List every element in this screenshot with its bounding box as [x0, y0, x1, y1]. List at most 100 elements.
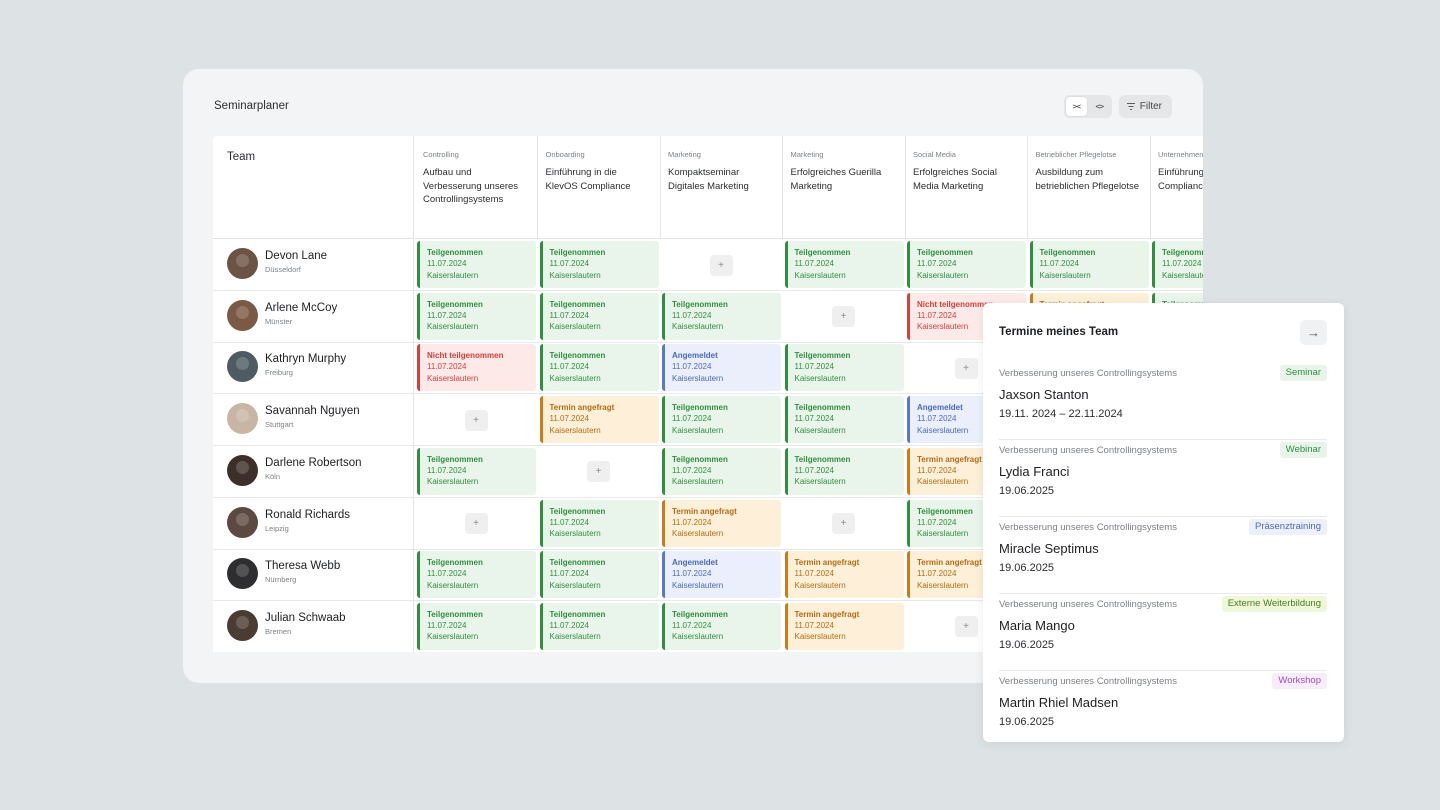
team-member[interactable]: Devon Lane Düsseldorf — [213, 239, 414, 290]
status-date: 11.07.2024 — [672, 465, 712, 475]
appointment-course: Verbesserung unseres Controllingsystems — [999, 368, 1177, 379]
avatar — [227, 506, 258, 538]
status-date: 11.07.2024 — [549, 620, 589, 630]
appointment-item[interactable]: Verbesserung unseres Controllingsystems W… — [999, 440, 1327, 517]
status-location: Kaiserslautern — [917, 529, 969, 538]
column-header[interactable]: Marketing Kompaktseminar Digitales Market… — [660, 136, 783, 239]
status-label: Teilgenommen — [794, 248, 851, 257]
status-label: Termin angefragt — [917, 454, 982, 464]
member-name: Savannah Nguyen — [265, 405, 360, 418]
status-location: Kaiserslautern — [794, 373, 846, 383]
team-member[interactable]: Arlene McCoy Münster — [213, 290, 414, 342]
status-badge[interactable]: Angemeldet 11.07.2024 Kaiserslautern — [662, 344, 781, 392]
team-member[interactable]: Theresa Webb Nürnberg — [213, 549, 414, 601]
status-label: Teilgenommen — [794, 351, 851, 361]
empty-cell: + — [783, 499, 904, 548]
column-category: Onboarding — [545, 150, 585, 159]
appointment-type-tag: Präsenztraining — [1248, 519, 1327, 535]
status-location: Kaiserslautern — [794, 580, 846, 590]
member-city: Düsseldorf — [265, 265, 301, 274]
status-location: Kaiserslautern — [672, 373, 724, 383]
add-booking-button[interactable]: + — [954, 616, 978, 638]
team-member[interactable]: Ronald Richards Leipzig — [213, 497, 414, 549]
empty-cell: + — [415, 395, 536, 444]
status-badge[interactable]: Nicht teilgenommen 11.07.2024 Kaiserslaute… — [417, 344, 536, 392]
column-category: Betrieblicher Pflegelotse — [1035, 150, 1117, 159]
add-booking-button[interactable]: + — [464, 409, 488, 431]
column-header[interactable]: Social Media Erfolgreiches Social Media M… — [905, 136, 1028, 239]
appointment-item[interactable]: Verbesserung unseres Controllingsystems E… — [999, 594, 1327, 671]
column-header[interactable]: Marketing Erfolgreiches Guerilla Marketin… — [782, 136, 906, 239]
status-location: Kaiserslautern — [427, 322, 479, 332]
appointment-item[interactable]: Verbesserung unseres Controllingsystems S… — [999, 363, 1327, 440]
add-booking-button[interactable]: + — [587, 461, 610, 483]
appointment-type-tag: Workshop — [1272, 673, 1327, 689]
add-booking-button[interactable]: + — [954, 357, 978, 379]
add-booking-button[interactable]: + — [464, 513, 488, 534]
column-title: Einführung KlevOS Compliance — [1158, 167, 1203, 192]
add-booking-button[interactable]: + — [832, 513, 855, 534]
status-location: Kaiserslautern — [917, 580, 969, 590]
status-date: 11.07.2024 — [672, 517, 712, 527]
seminar-grid: Team Controlling Aufbau und Verbesserung … — [213, 136, 1203, 652]
member-name: Julian Schwaab — [265, 611, 346, 624]
appointment-item[interactable]: Verbesserung unseres Controllingsystems W… — [999, 671, 1327, 748]
column-header[interactable]: Controlling Aufbau und Verbesserung unser… — [415, 136, 538, 239]
team-member[interactable]: Darlene Robertson Köln — [213, 445, 414, 497]
column-header[interactable]: Betrieblicher Pflegelotse Ausbildung zum … — [1027, 136, 1151, 239]
status-date: 11.07.2024 — [549, 259, 589, 268]
status-date: 11.07.2024 — [917, 259, 957, 268]
collapse-columns-button[interactable]: >< — [1065, 97, 1087, 116]
appointment-person: Jaxson Stanton — [999, 387, 1089, 402]
add-booking-button[interactable]: + — [709, 254, 733, 276]
empty-cell: + — [905, 343, 1026, 392]
appointment-item[interactable]: Verbesserung unseres Controllingsystems P… — [999, 517, 1327, 594]
status-date: 11.07.2024 — [672, 310, 712, 320]
column-header[interactable]: Onboarding Einführung in die KlevOS Compl… — [537, 136, 661, 239]
status-label: Teilgenommen — [427, 609, 483, 619]
status-date: 11.07.2024 — [549, 569, 589, 579]
status-label: Nicht teilgenommen — [427, 351, 504, 361]
team-member[interactable]: Kathryn Murphy Freiburg — [213, 342, 414, 394]
open-panel-button[interactable]: → — [1300, 320, 1327, 345]
column-header[interactable]: Unternehmen Einführung KlevOS Compliance — [1150, 136, 1203, 239]
expand-columns-button[interactable]: <> — [1095, 102, 1104, 111]
filter-button[interactable]: Filter — [1118, 95, 1172, 118]
status-badge[interactable]: Angemeldet 11.07.2024 Kaiserslautern — [662, 551, 781, 599]
team-member[interactable]: Julian Schwaab Bremen — [213, 600, 414, 652]
team-member[interactable]: Savannah Nguyen Stuttgart — [213, 394, 414, 446]
team-appointments-panel: Termine meines Team → Verbesserung unser… — [983, 303, 1344, 742]
add-booking-button[interactable]: + — [832, 306, 855, 328]
